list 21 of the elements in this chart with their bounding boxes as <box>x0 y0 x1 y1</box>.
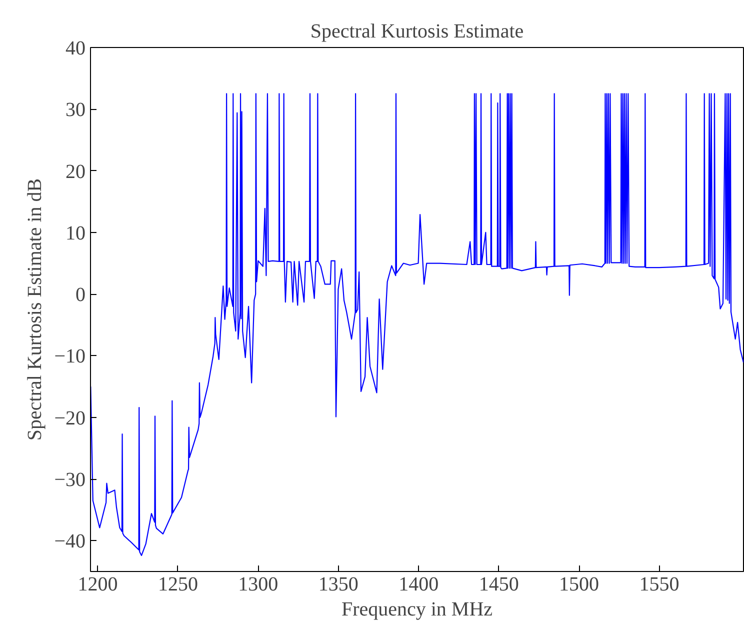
line-series <box>90 93 744 556</box>
x-tick-label: 1500 <box>559 574 600 596</box>
x-tick-label: 1450 <box>478 574 519 596</box>
y-axis-title: Spectral Kurtosis Estimate in dB <box>24 178 46 441</box>
y-tick-label: 20 <box>66 160 86 183</box>
y-tick-label: 40 <box>66 38 86 60</box>
y-tick-label: 10 <box>66 222 86 244</box>
x-tick-label: 1300 <box>238 574 278 596</box>
x-tick-label: 1550 <box>639 574 680 596</box>
x-axis-title: Frequency in MHz <box>341 598 493 620</box>
x-tick-label: 1250 <box>158 574 198 596</box>
y-tick-label: −10 <box>54 346 86 368</box>
chart-title: Spectral Kurtosis Estimate <box>310 20 524 42</box>
y-tick-label: −30 <box>54 469 86 492</box>
y-tick-label: 0 <box>76 284 86 306</box>
y-tick-label: −40 <box>54 530 86 553</box>
y-tick-label: 30 <box>66 99 86 122</box>
x-tick-label: 1350 <box>318 574 358 596</box>
y-tick-label: −20 <box>54 407 86 430</box>
x-tick-label: 1400 <box>398 574 439 596</box>
x-tick-label: 1200 <box>78 574 118 596</box>
